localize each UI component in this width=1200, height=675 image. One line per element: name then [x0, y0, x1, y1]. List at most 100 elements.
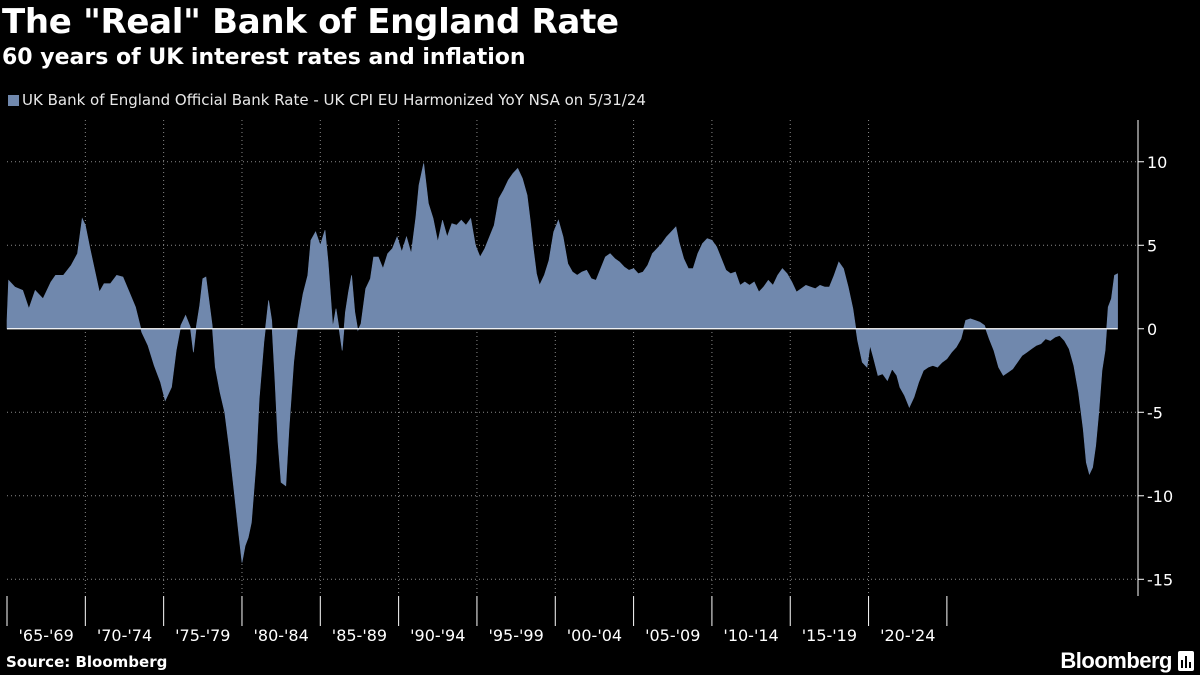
data-point: [307, 275, 308, 276]
data-point: [628, 270, 629, 271]
x-period-label: '70-'74: [97, 626, 152, 645]
data-point: [633, 268, 634, 269]
data-point: [1040, 343, 1041, 344]
data-point: [558, 220, 559, 221]
data-point: [1022, 355, 1023, 356]
data-point: [530, 220, 531, 221]
data-point: [315, 231, 316, 232]
data-point: [1050, 340, 1051, 341]
bar-chart-icon: [1178, 651, 1194, 671]
data-point: [1064, 340, 1065, 341]
data-point: [707, 238, 708, 239]
data-point: [619, 262, 620, 263]
data-point: [688, 268, 689, 269]
data-point: [50, 282, 51, 283]
data-point: [536, 273, 537, 274]
data-point: [205, 277, 206, 278]
data-point: [796, 292, 797, 293]
data-point: [55, 275, 56, 276]
data-point: [251, 522, 252, 523]
data-point: [721, 258, 722, 259]
data-point: [336, 308, 337, 309]
x-period-label: '75-'79: [175, 626, 230, 645]
data-point: [415, 216, 416, 217]
data-point: [28, 308, 29, 309]
legend-label: UK Bank of England Official Bank Rate - …: [22, 91, 646, 109]
data-point: [370, 278, 371, 279]
data-point: [581, 272, 582, 273]
data-point: [43, 298, 44, 299]
data-point: [160, 382, 161, 383]
data-point: [245, 545, 246, 546]
data-point: [787, 273, 788, 274]
data-point: [77, 253, 78, 254]
data-point: [348, 292, 349, 293]
data-point: [387, 253, 388, 254]
y-tick-label: -10: [1147, 487, 1173, 506]
data-point: [517, 168, 518, 169]
data-point: [199, 305, 200, 306]
data-point: [99, 292, 100, 293]
data-point: [896, 375, 897, 376]
data-point: [1111, 298, 1112, 299]
data-point: [22, 290, 23, 291]
data-point: [909, 407, 910, 408]
data-point: [679, 241, 680, 242]
data-point: [480, 257, 481, 258]
data-point: [508, 180, 509, 181]
data-point: [882, 373, 883, 374]
data-point: [522, 178, 523, 179]
data-point: [328, 262, 329, 263]
data-point: [600, 268, 601, 269]
data-point: [1089, 474, 1090, 475]
data-point: [596, 280, 597, 281]
data-point: [899, 387, 900, 388]
y-tick-label: -15: [1147, 570, 1173, 589]
data-point: [946, 358, 947, 359]
data-point: [342, 350, 343, 351]
data-point: [82, 218, 83, 219]
data-point: [263, 342, 264, 343]
data-point: [498, 198, 499, 199]
data-point: [1026, 352, 1027, 353]
data-point: [998, 367, 999, 368]
data-point: [63, 275, 64, 276]
data-point: [484, 248, 485, 249]
data-point: [212, 325, 213, 326]
data-point: [378, 257, 379, 258]
data-point: [320, 245, 321, 246]
data-point: [749, 285, 750, 286]
y-axis: 10 5 0 -5 -10 -15: [1137, 120, 1173, 596]
data-point: [716, 246, 717, 247]
data-point: [332, 327, 333, 328]
data-point: [970, 318, 971, 319]
data-point: [870, 345, 871, 346]
data-point: [423, 163, 424, 164]
data-point: [984, 325, 985, 326]
data-point: [914, 397, 915, 398]
data-point: [979, 322, 980, 323]
data-point: [8, 280, 9, 281]
data-point: [852, 308, 853, 309]
data-point: [129, 292, 130, 293]
data-point: [815, 288, 816, 289]
data-point: [857, 340, 858, 341]
data-point: [1017, 362, 1018, 363]
data-point: [1105, 350, 1106, 351]
source-note: Source: Bloomberg: [6, 653, 168, 671]
data-point: [397, 236, 398, 237]
data-point: [572, 272, 573, 273]
data-point: [763, 287, 764, 288]
data-point: [942, 362, 943, 363]
x-period-label: '05-'09: [645, 626, 700, 645]
data-point: [873, 357, 874, 358]
series-area: [6, 163, 1118, 563]
data-point: [310, 240, 311, 241]
data-point: [647, 265, 648, 266]
data-point: [652, 253, 653, 254]
data-point: [661, 243, 662, 244]
data-point: [820, 285, 821, 286]
data-point: [165, 400, 166, 401]
data-point: [544, 275, 545, 276]
